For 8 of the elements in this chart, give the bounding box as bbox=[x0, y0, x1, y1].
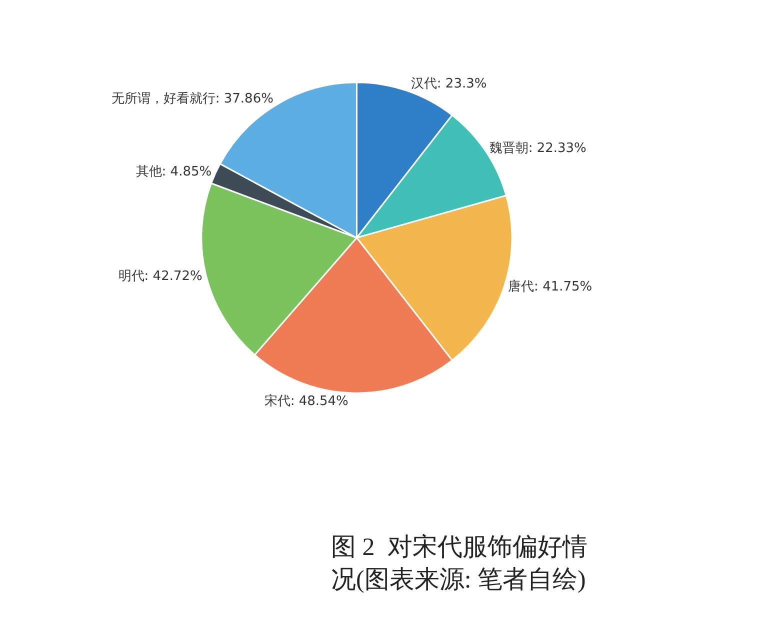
slice-label: 明代: 42.72% bbox=[118, 268, 202, 284]
slice-label: 无所谓，好看就行: 37.86% bbox=[111, 91, 274, 106]
slice-label: 宋代: 48.54% bbox=[264, 393, 348, 410]
slice-label: 魏晋朝: 22.33% bbox=[489, 141, 586, 156]
slice-label: 唐代: 41.75% bbox=[508, 279, 592, 294]
caption: 图 2 对宋代服饰偏好情况(图表来源: 笔者自绘) bbox=[331, 533, 588, 594]
slice-label: 汉代: 23.3% bbox=[410, 76, 487, 92]
slice-label: 其他: 4.85% bbox=[136, 164, 212, 180]
